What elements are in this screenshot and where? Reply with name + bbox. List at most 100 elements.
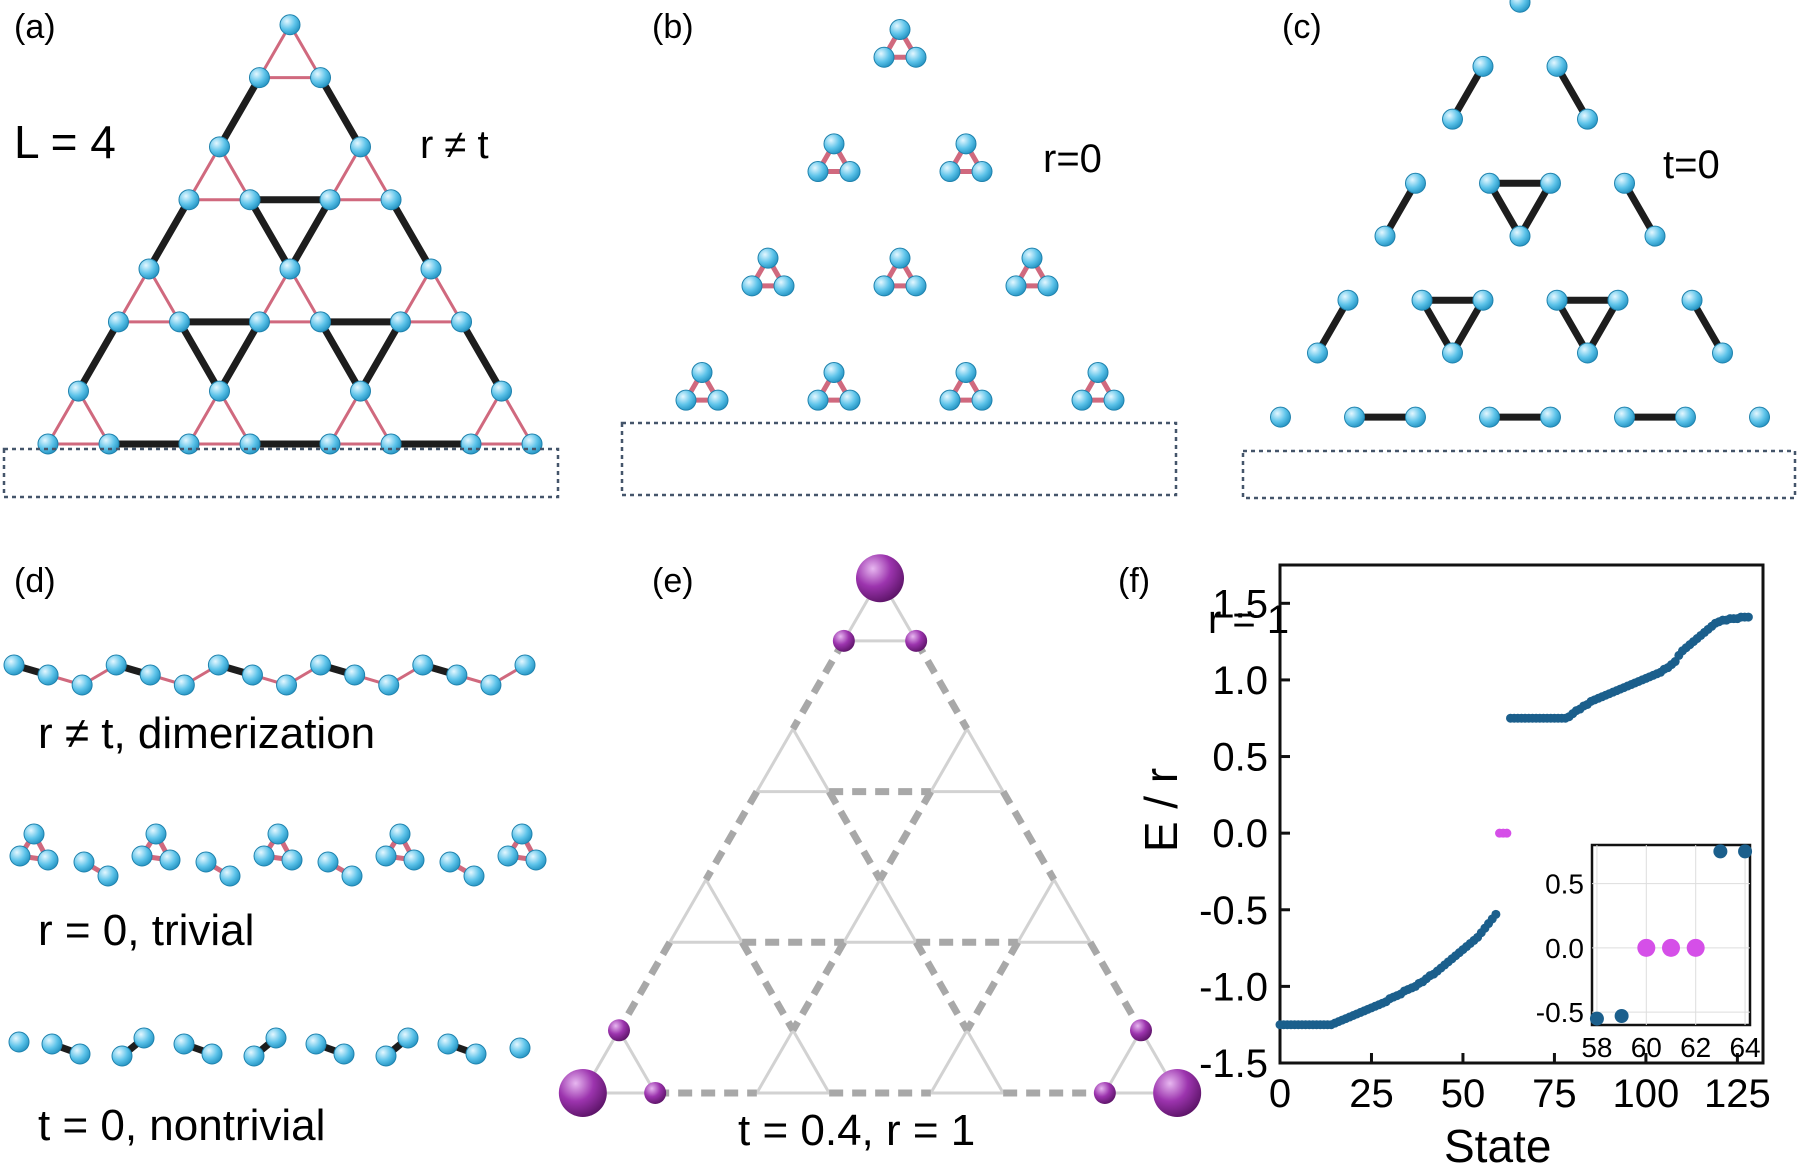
lattice-bond <box>965 1029 1005 1094</box>
chain-site <box>281 849 303 871</box>
lattice-bond <box>965 728 1005 793</box>
lattice-bond <box>1052 878 1092 944</box>
chain-site <box>317 851 339 873</box>
chain-site <box>105 654 127 676</box>
corner-state-small <box>832 629 855 652</box>
x-tick-label: 0 <box>1269 1072 1291 1116</box>
panel-label-a: (a) <box>14 8 56 46</box>
panel-label-d: (d) <box>14 562 56 600</box>
lattice-site <box>757 247 779 269</box>
lattice-site <box>380 433 402 455</box>
lattice-site <box>209 136 230 158</box>
lattice-site <box>691 361 713 383</box>
chain-site <box>480 674 502 696</box>
lattice-site <box>823 361 845 383</box>
chain-site <box>446 664 468 686</box>
strong-dashed-bond <box>913 639 971 731</box>
lattice-site <box>310 67 332 89</box>
lattice-site <box>807 161 829 183</box>
lattice-site <box>707 389 729 411</box>
lattice-bond <box>929 1029 969 1094</box>
lattice-site <box>1539 172 1561 194</box>
lattice-site <box>873 275 895 297</box>
chain-site <box>9 845 31 867</box>
y-axis-label: E / r <box>1135 768 1187 852</box>
strong-dashed-bond <box>615 940 673 1033</box>
lattice-site <box>1269 406 1291 428</box>
lattice-site <box>1674 406 1696 428</box>
lattice-site <box>1539 406 1561 428</box>
y-tick-label: 0.5 <box>1212 736 1268 780</box>
chain-site <box>465 1043 487 1065</box>
kagome-lattice-a <box>37 14 543 455</box>
chain-site <box>37 849 59 871</box>
lattice-site <box>138 258 160 280</box>
chain-site <box>207 654 229 676</box>
inset-y-tick-label: 0.5 <box>1545 869 1584 900</box>
lattice-bond <box>1103 1029 1143 1094</box>
chain-site <box>111 1045 133 1067</box>
chain-site <box>310 654 332 676</box>
lattice-bond <box>755 1029 795 1094</box>
chain-site <box>397 1027 419 1049</box>
y-tick-label: -1.5 <box>1199 1042 1268 1086</box>
chain-site <box>333 1043 355 1065</box>
lattice-site <box>807 389 829 411</box>
lattice-site <box>178 433 200 455</box>
lattice-site <box>1509 225 1531 247</box>
lattice-bond <box>755 728 795 793</box>
lattice-site <box>1404 406 1426 428</box>
lattice-site <box>68 380 89 402</box>
inset-zero-mode-point <box>1662 938 1680 957</box>
zoom-inset-chart: 58 60 62 64 -0.5 0.0 0.5 <box>1536 843 1761 1063</box>
lattice-site <box>248 67 270 89</box>
chain-site <box>265 1027 287 1049</box>
x-tick-label: 125 <box>1704 1072 1771 1116</box>
lattice-site <box>1472 289 1494 311</box>
chain-caption-trivial: r = 0, trivial <box>38 906 254 955</box>
chain-site <box>71 674 93 696</box>
chain-site <box>439 851 461 873</box>
lattice-site <box>279 14 301 36</box>
chain-site <box>403 849 425 871</box>
corner-state-large <box>1153 1068 1202 1117</box>
strong-bond <box>357 318 404 395</box>
edge-selection-box-b <box>620 421 1178 497</box>
lattice-site <box>741 275 763 297</box>
chain-site <box>37 664 59 686</box>
lattice-site <box>1577 108 1598 130</box>
param-label-c: t=0 <box>1663 143 1720 187</box>
lattice-site <box>491 380 512 402</box>
inset-bulk-point <box>1614 1009 1629 1023</box>
lattice-bond <box>668 878 708 944</box>
strong-dashed-bond <box>963 940 1021 1033</box>
strong-bond <box>286 196 334 273</box>
lattice-bond <box>617 1029 657 1094</box>
inset-bulk-point <box>1713 844 1728 859</box>
lattice-bond <box>1016 878 1056 944</box>
inset-x-tick-label: 58 <box>1581 1032 1612 1063</box>
chain-site <box>145 823 167 845</box>
lattice-site <box>971 161 993 183</box>
plot-frame <box>1278 563 1765 1065</box>
lattice-site <box>451 311 473 333</box>
panel-label-b: (b) <box>652 8 694 46</box>
strong-bond <box>317 74 364 151</box>
lattice-site <box>1005 275 1027 297</box>
lattice-site <box>37 433 59 455</box>
chain-site <box>412 654 434 676</box>
lattice-site <box>1577 342 1598 364</box>
lattice-site <box>1374 225 1396 247</box>
chain-site <box>389 823 411 845</box>
panel-d: (d) r ≠ t, dimerization r = 0, trivial t… <box>3 562 547 1150</box>
lattice-site <box>350 136 371 158</box>
chain-site <box>375 1045 397 1067</box>
x-tick-label: 75 <box>1532 1072 1577 1116</box>
strong-bond <box>176 318 223 395</box>
lattice-site <box>839 389 861 411</box>
chain-site <box>173 1033 195 1055</box>
lattice-site <box>107 311 129 333</box>
lattice-site <box>209 380 230 402</box>
chain-site <box>201 1043 223 1065</box>
